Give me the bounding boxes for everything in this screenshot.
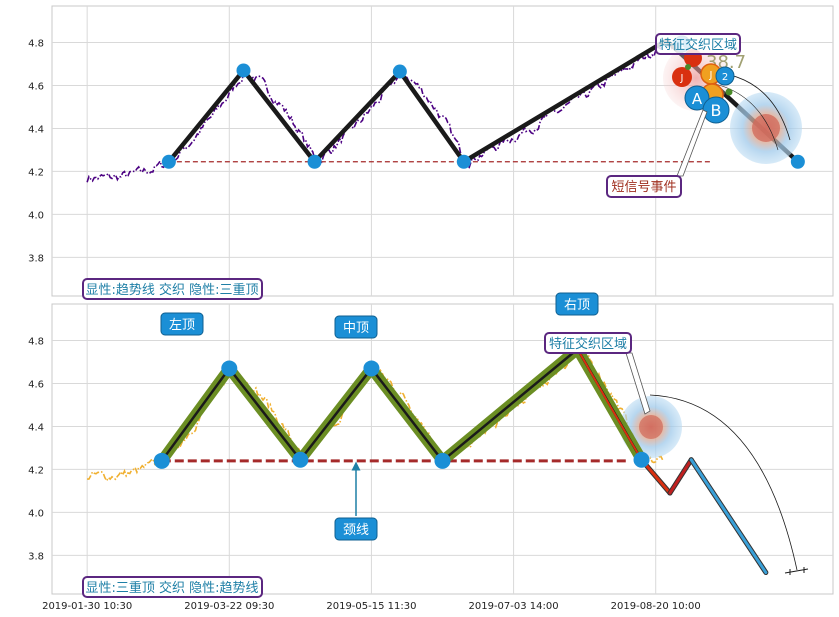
pivot-marker xyxy=(161,154,176,169)
pivot-marker xyxy=(434,452,451,469)
neckline-box xyxy=(334,517,378,541)
pivot-marker xyxy=(392,64,407,79)
short-signal-pointer xyxy=(676,109,708,177)
left-top-text: 左顶 xyxy=(169,318,195,333)
signal-cluster: 38.7 J J A B 1 2 xyxy=(663,35,802,164)
badge-j-red xyxy=(672,67,692,87)
short-signal-annotation: 短信号事件 xyxy=(606,109,708,198)
y-tick-label: 4.6 xyxy=(28,379,44,390)
badge-a xyxy=(684,85,710,111)
y-tick-label: 4.4 xyxy=(28,124,44,135)
mid-top-text: 中顶 xyxy=(343,321,369,336)
y-tick-label: 4.8 xyxy=(28,337,44,348)
bottom-pivot-markers xyxy=(153,360,650,469)
y-tick-label: 4.2 xyxy=(28,465,44,476)
bottom-legend-text: 显性:三重顶 交织 隐性:趋势线 xyxy=(85,580,258,596)
x-tick-label: 2019-08-20 10:00 xyxy=(611,601,701,612)
badge-j-red-label: J xyxy=(680,73,684,84)
signal-zone-inner xyxy=(752,114,780,142)
descending-strand xyxy=(576,348,643,461)
y-tick-label: 4.0 xyxy=(28,210,44,221)
bottom-legend-box xyxy=(82,576,263,598)
y-tick-label: 4.2 xyxy=(28,167,44,178)
bottom-zone-inner xyxy=(639,415,663,439)
pivot-marker xyxy=(153,452,170,469)
right-top-box xyxy=(555,292,599,316)
signal-dot-green xyxy=(725,88,733,96)
y-tick-label: 4.6 xyxy=(28,81,44,92)
top-panel: 3.8 4.0 4.2 4.4 4.6 4.8 38.7 J J A B 1 2 xyxy=(28,5,834,300)
x-tick-label: 2019-07-03 14:00 xyxy=(469,601,559,612)
badge-2 xyxy=(715,66,735,86)
short-signal-text: 短信号事件 xyxy=(611,180,676,195)
projection-segment xyxy=(668,458,693,495)
pivot-marker xyxy=(221,360,238,377)
top-pivot-markers xyxy=(161,63,805,169)
pivot-marker xyxy=(363,360,380,377)
y-tick-label: 4.0 xyxy=(28,508,44,519)
top-feature-zone-box xyxy=(655,33,741,55)
projection-arc xyxy=(649,394,798,571)
x-tick-label: 2019-03-22 09:30 xyxy=(184,601,274,612)
pivot-marker xyxy=(236,63,251,78)
pivot-marker xyxy=(790,154,805,169)
top-price-series xyxy=(86,38,678,183)
pivot-marker xyxy=(292,451,309,468)
x-tick-label: 2019-01-30 10:30 xyxy=(42,601,132,612)
y-tick-label: 3.8 xyxy=(28,551,44,562)
top-feature-zone-annotation: 特征交织区域 xyxy=(655,33,741,55)
bottom-panel-frame xyxy=(51,303,834,595)
top-legend-text: 显性:趋势线 交织 隐性:三重顶 xyxy=(85,282,258,298)
left-top-box xyxy=(160,312,204,336)
neckline-annotation: 颈线 xyxy=(334,461,378,541)
bottom-feature-zone-box xyxy=(544,332,632,354)
badge-2-label: 2 xyxy=(722,72,728,83)
bottom-panel-y-ticks: 3.8 4.0 4.2 4.4 4.6 4.8 xyxy=(28,337,44,563)
top-legend-box xyxy=(82,278,263,300)
short-signal-box xyxy=(606,175,682,198)
badge-j-orange-label: J xyxy=(709,70,713,81)
signal-dot-green-2 xyxy=(685,64,691,70)
bottom-legend: 显性:三重顶 交织 隐性:趋势线 xyxy=(82,576,263,598)
pivot-marker xyxy=(633,451,650,468)
x-tick-label: 2019-05-15 11:30 xyxy=(326,601,416,612)
y-tick-label: 4.8 xyxy=(28,39,44,50)
pivot-marker xyxy=(307,154,322,169)
top-legend: 显性:趋势线 交织 隐性:三重顶 xyxy=(82,278,263,300)
x-axis-ticks: 2019-01-30 10:30 2019-03-22 09:30 2019-05-… xyxy=(42,601,701,612)
y-tick-label: 4.4 xyxy=(28,422,44,433)
neckline-text: 颈线 xyxy=(343,523,369,538)
mid-top-annotation: 中顶 xyxy=(334,315,378,339)
mid-top-box xyxy=(334,315,378,339)
projection-target-marker xyxy=(784,567,809,575)
projection-segment xyxy=(689,458,768,575)
bottom-panel: 3.8 4.0 4.2 4.4 4.6 4.8 左顶 中顶 右顶 特征交织区域 xyxy=(28,292,834,598)
top-panel-y-ticks: 3.8 4.0 4.2 4.4 4.6 4.8 xyxy=(28,39,44,265)
badge-a-label: A xyxy=(692,90,703,108)
bottom-feature-zone-text: 特征交织区域 xyxy=(549,336,627,352)
top-feature-zone-text: 特征交织区域 xyxy=(659,37,737,53)
badge-b-label: B xyxy=(711,101,722,120)
pivot-marker xyxy=(456,154,471,169)
bottom-feature-zone-annotation: 特征交织区域 xyxy=(544,332,651,415)
left-top-annotation: 左顶 xyxy=(160,312,204,336)
right-top-annotation: 右顶 xyxy=(555,292,599,316)
y-tick-label: 3.8 xyxy=(28,253,44,264)
right-top-text: 右顶 xyxy=(564,298,590,313)
